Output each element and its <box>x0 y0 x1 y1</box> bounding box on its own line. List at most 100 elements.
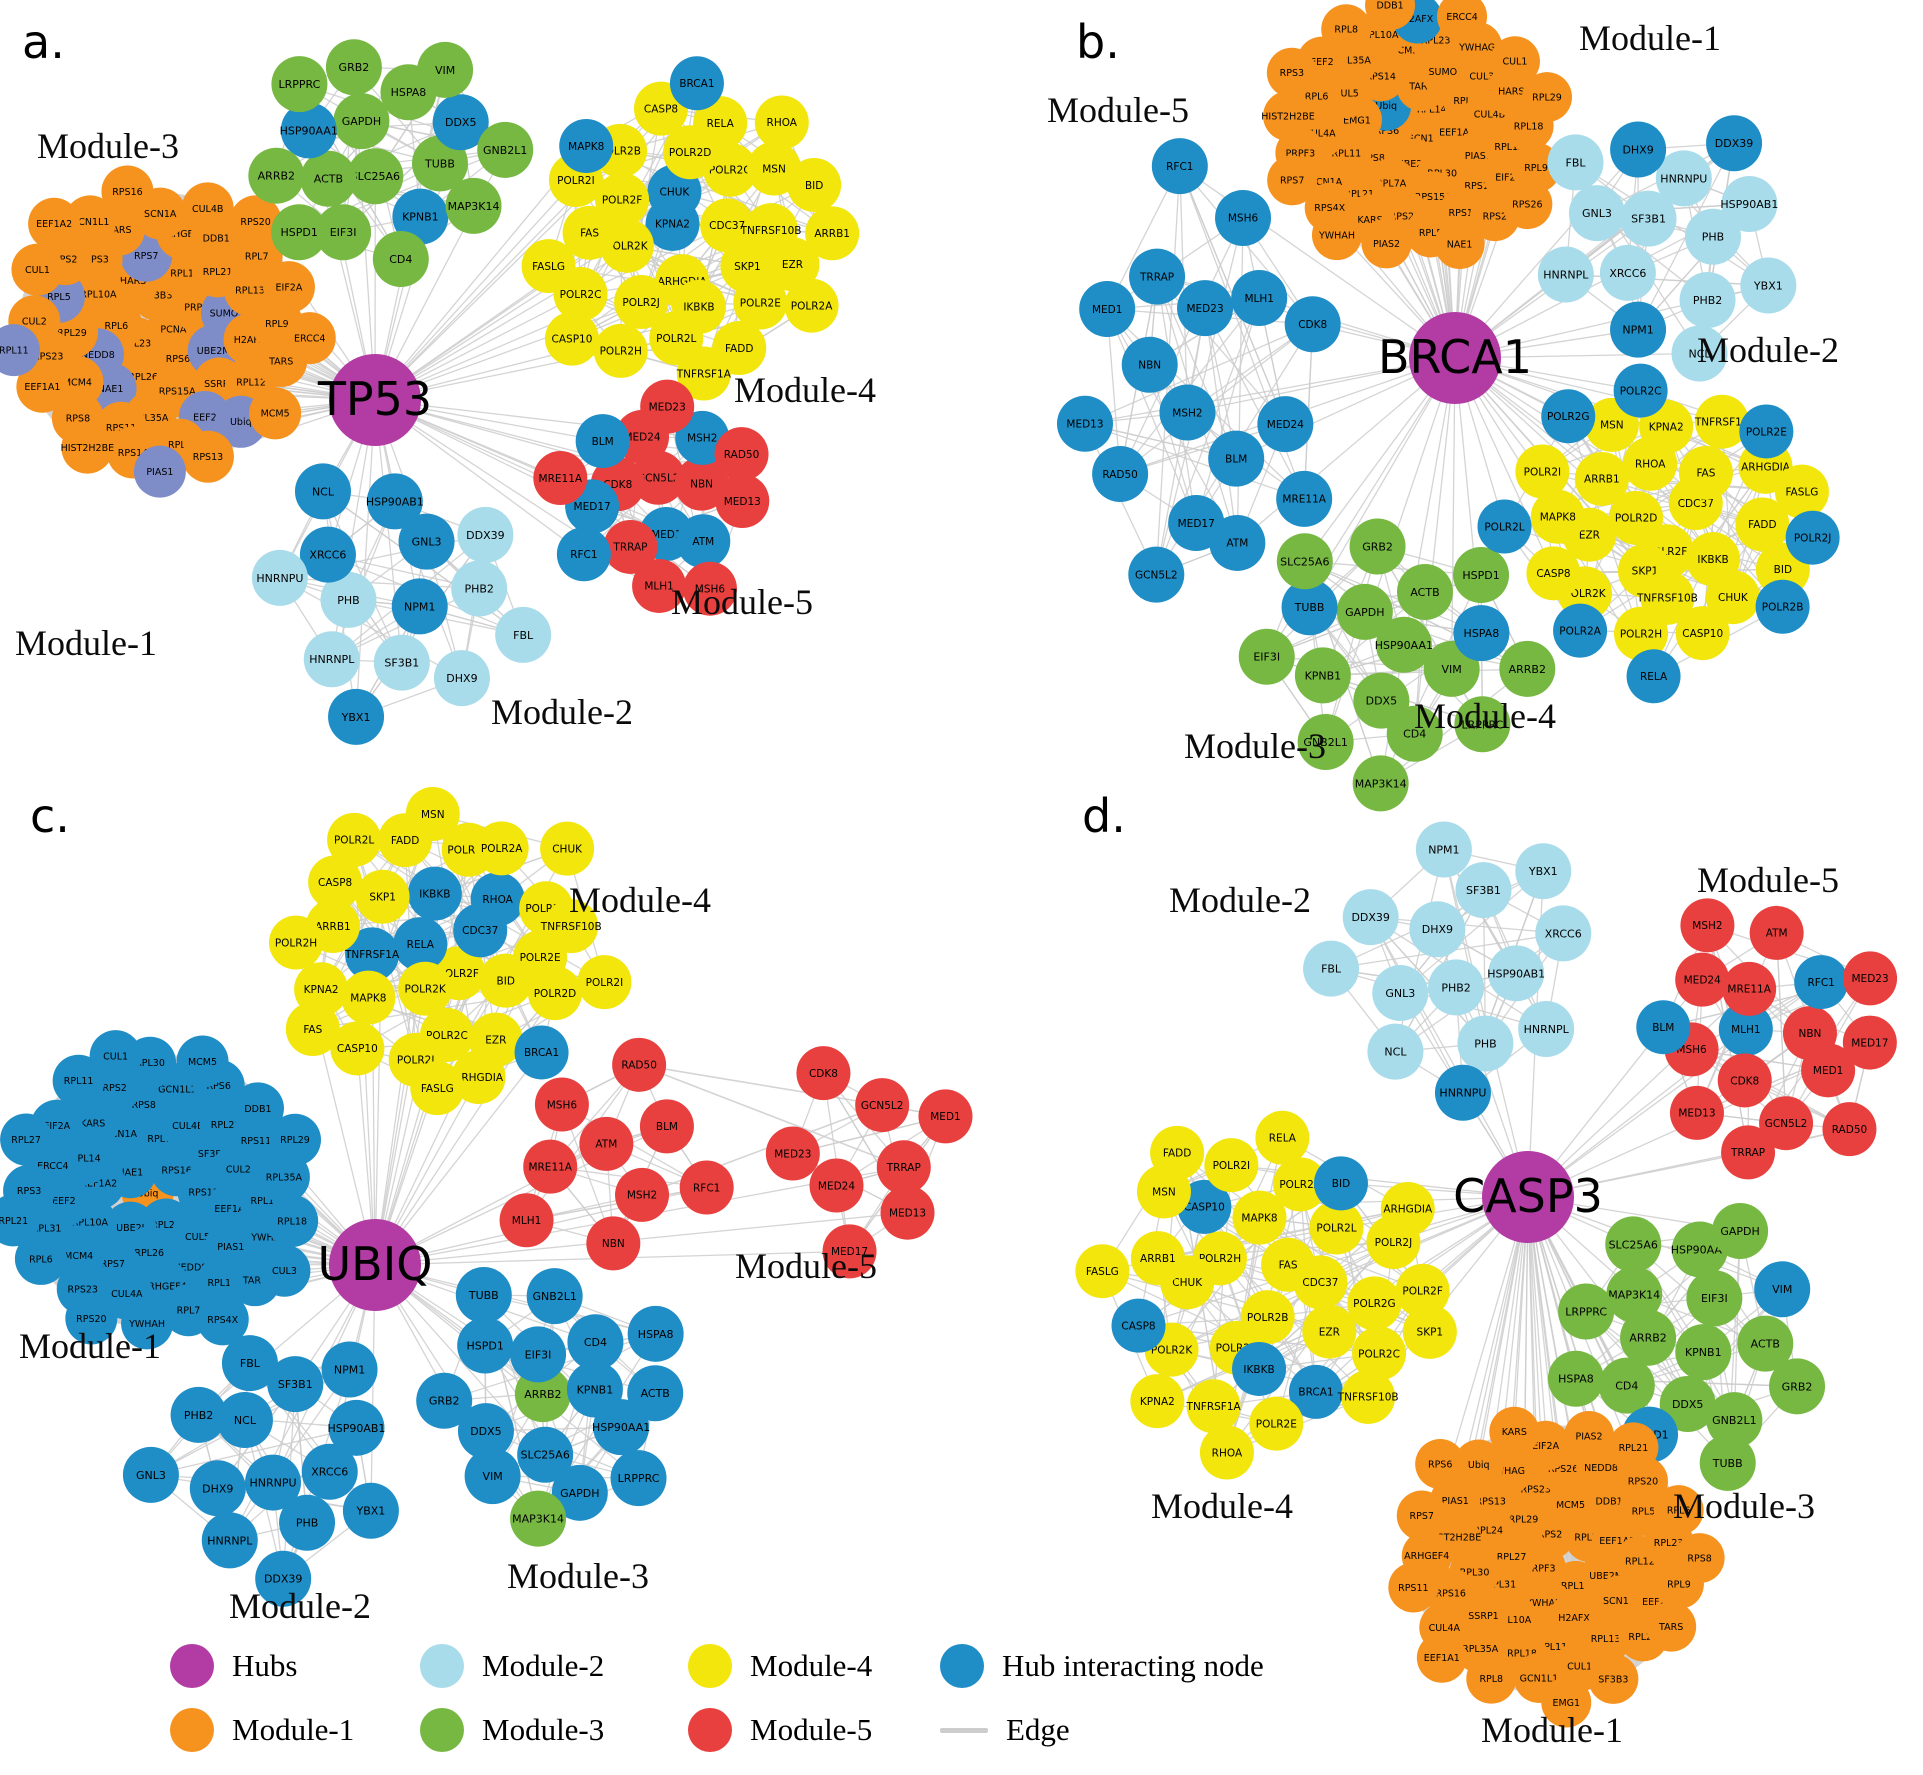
node-MAPK8[interactable]: MAPK8 <box>341 970 396 1025</box>
node-ARRB2[interactable]: ARRB2 <box>248 147 305 204</box>
node-CASP8[interactable]: CASP8 <box>1526 546 1581 601</box>
node-HSPD1[interactable]: HSPD1 <box>271 204 328 261</box>
node-YBX1[interactable]: YBX1 <box>342 1482 399 1539</box>
node-RFC1[interactable]: RFC1 <box>1151 138 1208 195</box>
node-CDK8[interactable]: CDK8 <box>1284 296 1341 353</box>
node-YWHAH[interactable]: YWHAH <box>1311 210 1362 261</box>
node-FASLG[interactable]: FASLG <box>521 239 576 294</box>
node-MAP3K14[interactable]: MAP3K14 <box>510 1490 567 1547</box>
hub-UBIQ[interactable]: UBIQ <box>318 1219 433 1311</box>
node-EIF3I[interactable]: EIF3I <box>1686 1270 1743 1327</box>
node-RPL8[interactable]: RPL8 <box>1321 4 1372 55</box>
node-HSP90AA1[interactable]: HSP90AA1 <box>280 102 338 159</box>
node-NPM1[interactable]: NPM1 <box>391 578 448 635</box>
node-HNRNPL[interactable]: HNRNPL <box>1518 1001 1575 1058</box>
node-HNRNPL[interactable]: HNRNPL <box>1537 246 1594 303</box>
node-CD4[interactable]: CD4 <box>1598 1357 1655 1414</box>
node-IKBKB[interactable]: IKBKB <box>1232 1341 1287 1396</box>
node-EEF1A2[interactable]: EEF1A2 <box>28 197 81 250</box>
node-NCL[interactable]: NCL <box>1367 1023 1424 1080</box>
node-PIAS2[interactable]: PIAS2 <box>1564 1410 1615 1461</box>
node-GNL3[interactable]: GNL3 <box>1372 965 1429 1022</box>
node-ATM[interactable]: ATM <box>1209 514 1266 571</box>
node-HSPD1[interactable]: HSPD1 <box>1453 547 1510 604</box>
node-EEF1A1[interactable]: EEF1A1 <box>1416 1632 1467 1683</box>
node-GRB2[interactable]: GRB2 <box>416 1372 473 1429</box>
node-CASP10[interactable]: CASP10 <box>1675 606 1730 661</box>
node-POLR2K[interactable]: POLR2K <box>398 961 453 1016</box>
hub-CASP3[interactable]: CASP3 <box>1453 1151 1603 1243</box>
node-BLM[interactable]: BLM <box>1636 1000 1691 1055</box>
node-PIAS2[interactable]: PIAS2 <box>1361 218 1412 269</box>
node-BRCA1[interactable]: BRCA1 <box>514 1025 569 1080</box>
node-MED23[interactable]: MED23 <box>765 1126 820 1181</box>
node-SF3B1[interactable]: SF3B1 <box>373 634 430 691</box>
node-XRCC6[interactable]: XRCC6 <box>1535 905 1592 962</box>
node-TARS[interactable]: TARS <box>1646 1601 1697 1652</box>
node-GRB2[interactable]: GRB2 <box>1769 1358 1826 1415</box>
node-ATM[interactable]: ATM <box>1749 905 1804 960</box>
node-TNFRSF1A[interactable]: TNFRSF1A <box>1186 1379 1242 1434</box>
node-HNRNPL[interactable]: HNRNPL <box>303 631 360 688</box>
node-MED23[interactable]: MED23 <box>1177 280 1234 337</box>
node-DHX9[interactable]: DHX9 <box>1610 121 1667 178</box>
node-MSH2[interactable]: MSH2 <box>1680 898 1735 953</box>
node-MED24[interactable]: MED24 <box>1675 952 1730 1007</box>
node-MLH1[interactable]: MLH1 <box>1231 270 1288 327</box>
node-HNRNPU[interactable]: HNRNPU <box>251 549 308 606</box>
node-HSPA8[interactable]: HSPA8 <box>1547 1350 1604 1407</box>
node-TRRAP[interactable]: TRRAP <box>1721 1125 1776 1180</box>
node-POLR2H[interactable]: POLR2H <box>268 915 323 970</box>
node-EIF3I[interactable]: EIF3I <box>1238 628 1295 685</box>
node-MED13[interactable]: MED13 <box>715 474 770 529</box>
node-NCL[interactable]: NCL <box>294 463 351 520</box>
node-PHB[interactable]: PHB <box>1457 1015 1514 1072</box>
node-PIAS1[interactable]: PIAS1 <box>133 445 186 498</box>
node-NPM1[interactable]: NPM1 <box>1610 301 1667 358</box>
node-CUL1[interactable]: CUL1 <box>11 243 64 296</box>
node-MED1[interactable]: MED1 <box>1079 281 1136 338</box>
node-FASLG[interactable]: FASLG <box>1075 1244 1130 1299</box>
node-MSH2[interactable]: MSH2 <box>1159 384 1216 441</box>
node-ARRB1[interactable]: ARRB1 <box>805 206 860 261</box>
node-MAPK8[interactable]: MAPK8 <box>559 119 614 174</box>
node-RELA[interactable]: RELA <box>1626 649 1681 704</box>
node-DDX39[interactable]: DDX39 <box>457 506 514 563</box>
node-RPL29[interactable]: RPL29 <box>1522 72 1573 123</box>
node-MCM5[interactable]: MCM5 <box>176 1035 229 1088</box>
node-LRPPRC[interactable]: LRPPRC <box>1558 1283 1615 1340</box>
node-FAS[interactable]: FAS <box>285 1002 340 1057</box>
node-MAP3K14[interactable]: MAP3K14 <box>1606 1266 1663 1323</box>
node-POLR2C[interactable]: POLR2C <box>1613 363 1668 418</box>
node-BLM[interactable]: BLM <box>639 1099 694 1154</box>
node-GNL3[interactable]: GNL3 <box>122 1446 179 1503</box>
node-LRPPRC[interactable]: LRPPRC <box>610 1450 667 1507</box>
node-ARHGDIA[interactable]: ARHGDIA <box>1380 1181 1435 1236</box>
node-BID[interactable]: BID <box>1313 1156 1368 1211</box>
node-MED24[interactable]: MED24 <box>809 1158 864 1213</box>
node-HSPD1[interactable]: HSPD1 <box>457 1317 514 1374</box>
node-DDX39[interactable]: DDX39 <box>1706 115 1763 172</box>
node-RPS3[interactable]: RPS3 <box>1266 47 1317 98</box>
node-XRCC6[interactable]: XRCC6 <box>299 526 356 583</box>
node-MRE11A[interactable]: MRE11A <box>1276 470 1333 527</box>
node-GCN5L2[interactable]: GCN5L2 <box>855 1078 910 1133</box>
node-MAP3K14[interactable]: MAP3K14 <box>445 177 502 234</box>
node-ACTB[interactable]: ACTB <box>300 150 357 207</box>
node-MSH2[interactable]: MSH2 <box>615 1167 670 1222</box>
node-CD4[interactable]: CD4 <box>567 1314 624 1371</box>
node-POLR2A[interactable]: POLR2A <box>1553 603 1608 658</box>
node-MED17[interactable]: MED17 <box>1842 1015 1897 1070</box>
hub-TP53[interactable]: TP53 <box>317 354 432 446</box>
node-IKBKB[interactable]: IKBKB <box>407 866 462 921</box>
node-SLC25A6[interactable]: SLC25A6 <box>1276 533 1333 590</box>
node-POLR2D[interactable]: POLR2D <box>527 966 582 1021</box>
node-POLR2I[interactable]: POLR2I <box>1204 1138 1259 1193</box>
hub-BRCA1[interactable]: BRCA1 <box>1378 312 1532 404</box>
node-DHX9[interactable]: DHX9 <box>189 1460 246 1517</box>
node-VIM[interactable]: VIM <box>1754 1261 1811 1318</box>
node-SF3B1[interactable]: SF3B1 <box>1455 862 1512 919</box>
node-RHOA[interactable]: RHOA <box>1199 1425 1254 1480</box>
node-POLR2E[interactable]: POLR2E <box>1249 1396 1304 1451</box>
node-CUL1[interactable]: CUL1 <box>89 1030 142 1083</box>
